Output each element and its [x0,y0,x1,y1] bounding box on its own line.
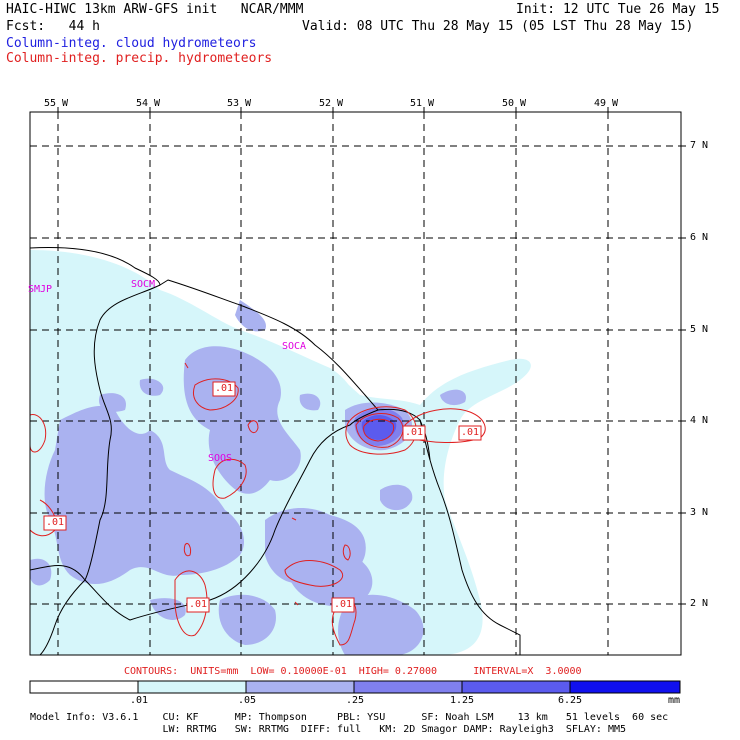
axis-ticks [57,107,686,605]
lon-label: 53 W [227,98,252,109]
lon-label: 55 W [44,98,69,109]
contour-label: .01 [46,517,65,528]
lat-label: 4 N [690,415,709,426]
place-label: SOCA [282,341,307,352]
place-label: SOCM [131,279,156,290]
model-info-line2: LW: RRTMG SW: RRTMG DIFF: full KM: 2D Sm… [30,724,627,735]
contour-label: .01 [334,599,353,610]
place-label: SOOS [208,453,233,464]
lat-label: 7 N [690,140,709,151]
legend-tick: 6.25 [558,695,583,706]
header-title: HAIC-HIWC 13km ARW-GFS init NCAR/MMM [6,2,304,17]
lon-label: 51 W [410,98,435,109]
place-label: SMJP [28,284,53,295]
precip-contours [30,362,486,646]
grid-lines [30,112,681,655]
legend-tick: .05 [238,695,257,706]
legend-colorbar [29,680,681,694]
lon-label: 54 W [136,98,161,109]
valid-time: Valid: 08 UTC Thu 28 May 15 (05 LST Thu … [302,19,694,34]
lon-label: 49 W [594,98,619,109]
legend-unit: mm [668,695,681,706]
cloud-legend-text: Column-integ. cloud hydrometeors [6,36,257,51]
forecast-hour: Fcst: 44 h [6,19,100,34]
model-info-line1: Model Info: V3.6.1 CU: KF MP: Thompson P… [30,712,669,723]
contour-label: .01 [405,427,424,438]
precip-legend-text: Column-integ. precip. hydrometeors [6,51,273,66]
init-time: Init: 12 UTC Tue 26 May 15 [516,2,720,17]
coastline [30,247,521,655]
contour-label: .01 [189,599,208,610]
contour-label-boxes [43,381,482,613]
lat-label: 5 N [690,324,709,335]
map-frame [29,111,682,656]
contour-info: CONTOURS: UNITS=mm LOW= 0.10000E-01 HIGH… [124,666,582,677]
lon-label: 52 W [319,98,344,109]
contour-label: .01 [461,427,480,438]
lon-label: 50 W [502,98,527,109]
lat-label: 6 N [690,232,709,243]
legend-tick: 1.25 [450,695,475,706]
lat-label: 2 N [690,598,709,609]
legend-tick: .25 [346,695,365,706]
lat-label: 3 N [690,507,709,518]
legend-tick: .01 [130,695,149,706]
contour-label: .01 [215,383,234,394]
